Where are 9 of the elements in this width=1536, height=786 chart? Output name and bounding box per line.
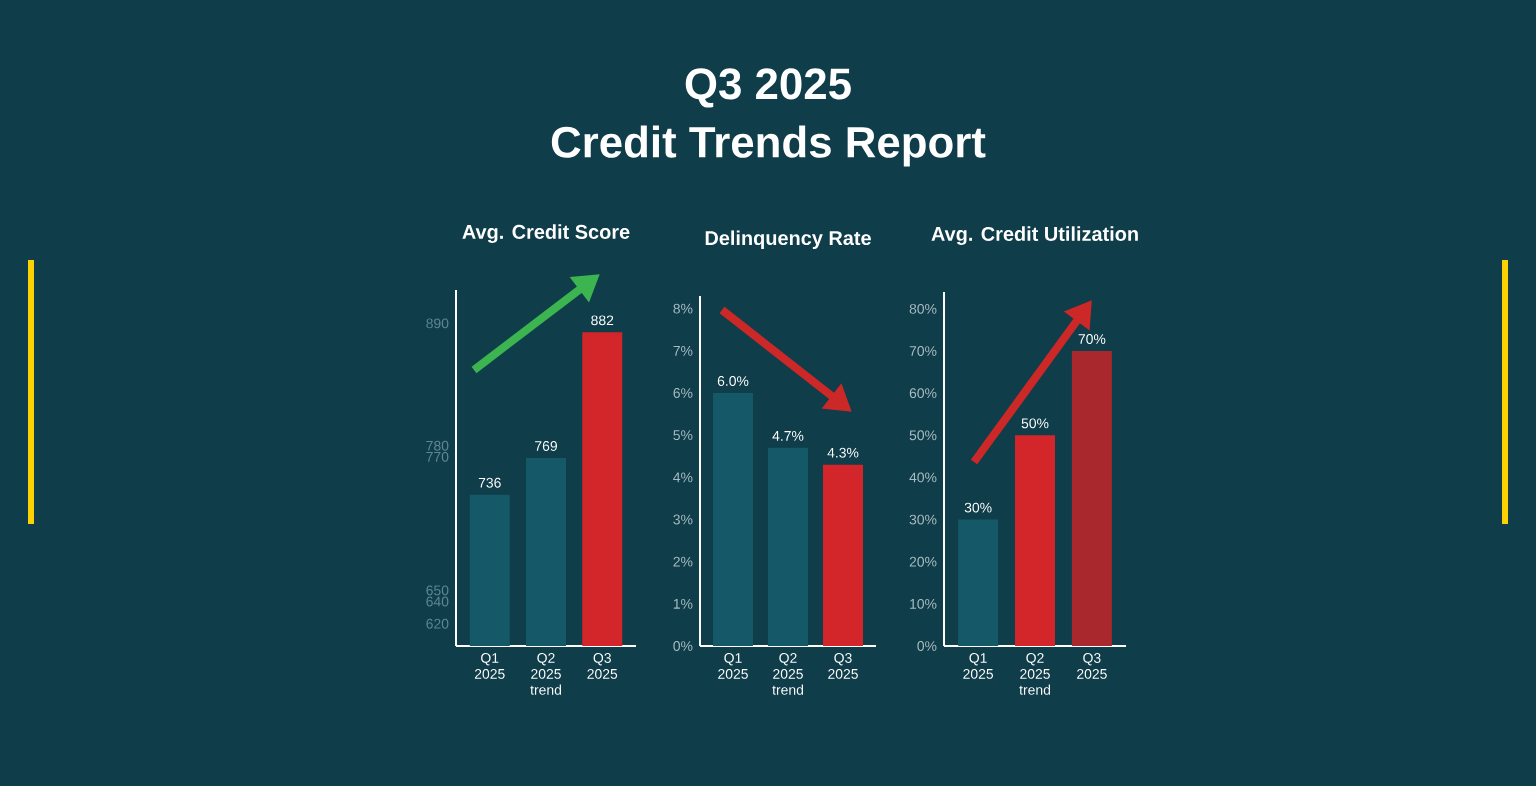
bar [823, 464, 864, 646]
chart-title: Avg. Credit Utilization [931, 226, 1138, 245]
bar [768, 447, 809, 646]
bar [958, 519, 999, 646]
text: Q3 2025 [685, 68, 851, 108]
chart-title: Delinquency Rate [705, 230, 871, 250]
text: Credit Trends Report [551, 125, 986, 167]
bar [1071, 351, 1112, 646]
chart-title: Avg. Credit Score [462, 224, 630, 243]
